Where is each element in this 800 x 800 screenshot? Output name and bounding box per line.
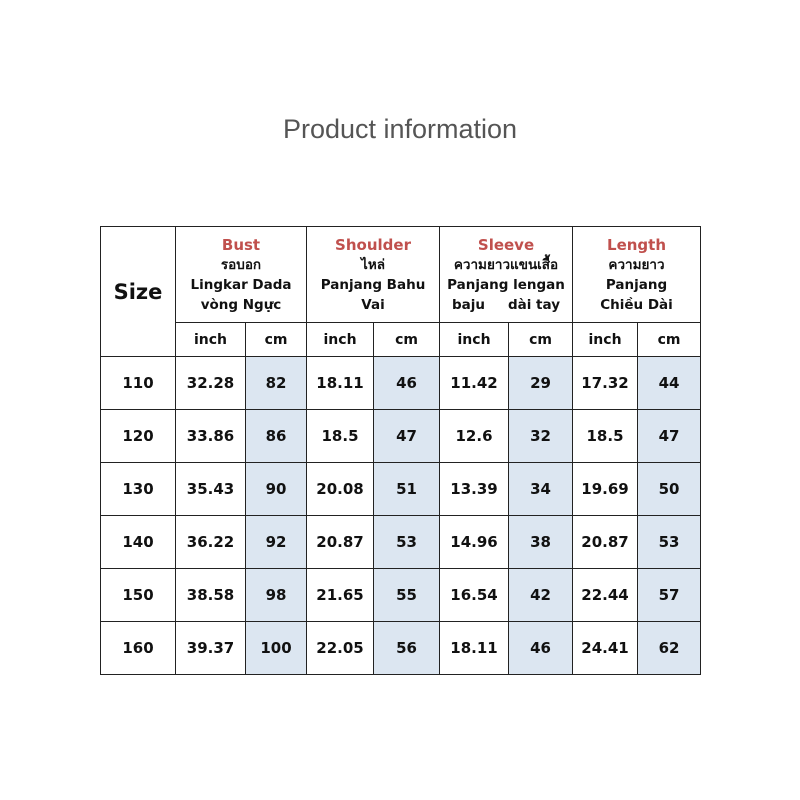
page-title: Product information bbox=[282, 114, 518, 144]
inch-cell: 14.96 bbox=[439, 515, 510, 569]
unit-inch: inch bbox=[306, 322, 375, 357]
inch-cell: 18.11 bbox=[306, 356, 375, 410]
cm-cell: 51 bbox=[373, 462, 441, 516]
inch-cell: 32.28 bbox=[175, 356, 246, 410]
inch-cell: 22.44 bbox=[572, 568, 639, 622]
size-header: Size bbox=[100, 226, 176, 357]
size-cell: 140 bbox=[100, 515, 176, 569]
cm-cell: 46 bbox=[508, 621, 574, 675]
size-cell: 120 bbox=[100, 409, 176, 463]
units-row: inch cm inch cm inch cm inch cm bbox=[101, 322, 702, 357]
inch-cell: 39.37 bbox=[175, 621, 246, 675]
cm-cell: 46 bbox=[373, 356, 441, 410]
inch-cell: 35.43 bbox=[175, 462, 246, 516]
inch-cell: 33.86 bbox=[175, 409, 246, 463]
inch-cell: 19.69 bbox=[572, 462, 639, 516]
table-row: 130 35.43 90 20.08 51 13.39 34 19.69 50 bbox=[100, 462, 702, 516]
unit-inch: inch bbox=[439, 322, 510, 357]
cm-cell: 32 bbox=[508, 409, 574, 463]
inch-cell: 20.08 bbox=[306, 462, 375, 516]
length-header: Length ความยาว Panjang Chiều Dài bbox=[572, 226, 702, 323]
cm-cell: 53 bbox=[373, 515, 441, 569]
cm-cell: 47 bbox=[373, 409, 441, 463]
cm-cell: 29 bbox=[508, 356, 574, 410]
cm-cell: 86 bbox=[244, 409, 308, 463]
cm-cell: 50 bbox=[637, 462, 702, 516]
cm-cell: 55 bbox=[373, 568, 441, 622]
unit-cm: cm bbox=[637, 322, 702, 357]
inch-cell: 21.65 bbox=[306, 568, 375, 622]
cm-cell: 90 bbox=[244, 462, 308, 516]
inch-cell: 11.42 bbox=[439, 356, 510, 410]
inch-cell: 18.11 bbox=[439, 621, 510, 675]
cm-cell: 44 bbox=[637, 356, 702, 410]
cm-cell: 38 bbox=[508, 515, 574, 569]
inch-cell: 20.87 bbox=[306, 515, 375, 569]
table-row: 160 39.37 100 22.05 56 18.11 46 24.41 62 bbox=[100, 621, 702, 675]
cm-cell: 62 bbox=[637, 621, 702, 675]
unit-cm: cm bbox=[244, 322, 308, 357]
inch-cell: 16.54 bbox=[439, 568, 510, 622]
cm-cell: 53 bbox=[637, 515, 702, 569]
cm-cell: 42 bbox=[508, 568, 574, 622]
table-row: 120 33.86 86 18.5 47 12.6 32 18.5 47 bbox=[100, 409, 702, 463]
table-row: 150 38.58 98 21.65 55 16.54 42 22.44 57 bbox=[100, 568, 702, 622]
inch-cell: 24.41 bbox=[572, 621, 639, 675]
shoulder-header: Shoulder ไหล่ Panjang Bahu Vai bbox=[306, 226, 441, 323]
inch-cell: 18.5 bbox=[306, 409, 375, 463]
cm-cell: 47 bbox=[637, 409, 702, 463]
cm-cell: 98 bbox=[244, 568, 308, 622]
cm-cell: 56 bbox=[373, 621, 441, 675]
inch-cell: 18.5 bbox=[572, 409, 639, 463]
inch-cell: 36.22 bbox=[175, 515, 246, 569]
size-chart-table: Size Bust รอบอก Lingkar Dada vòng Ngực S… bbox=[100, 226, 702, 675]
size-cell: 110 bbox=[100, 356, 176, 410]
cm-cell: 100 bbox=[244, 621, 308, 675]
cm-cell: 34 bbox=[508, 462, 574, 516]
cm-cell: 92 bbox=[244, 515, 308, 569]
size-cell: 150 bbox=[100, 568, 176, 622]
size-cell: 160 bbox=[100, 621, 176, 675]
inch-cell: 13.39 bbox=[439, 462, 510, 516]
unit-cm: cm bbox=[508, 322, 574, 357]
inch-cell: 22.05 bbox=[306, 621, 375, 675]
unit-inch: inch bbox=[175, 322, 246, 357]
inch-cell: 12.6 bbox=[439, 409, 510, 463]
inch-cell: 38.58 bbox=[175, 568, 246, 622]
unit-cm: cm bbox=[373, 322, 441, 357]
sleeve-header: Sleeve ความยาวแขนเสื้อ Panjang lengan ba… bbox=[439, 226, 574, 323]
unit-inch: inch bbox=[572, 322, 639, 357]
cm-cell: 82 bbox=[244, 356, 308, 410]
table-row: 110 32.28 82 18.11 46 11.42 29 17.32 44 bbox=[100, 356, 702, 410]
table-row: 140 36.22 92 20.87 53 14.96 38 20.87 53 bbox=[100, 515, 702, 569]
inch-cell: 17.32 bbox=[572, 356, 639, 410]
cm-cell: 57 bbox=[637, 568, 702, 622]
bust-header: Bust รอบอก Lingkar Dada vòng Ngực bbox=[174, 226, 308, 323]
inch-cell: 20.87 bbox=[572, 515, 639, 569]
size-cell: 130 bbox=[100, 462, 176, 516]
